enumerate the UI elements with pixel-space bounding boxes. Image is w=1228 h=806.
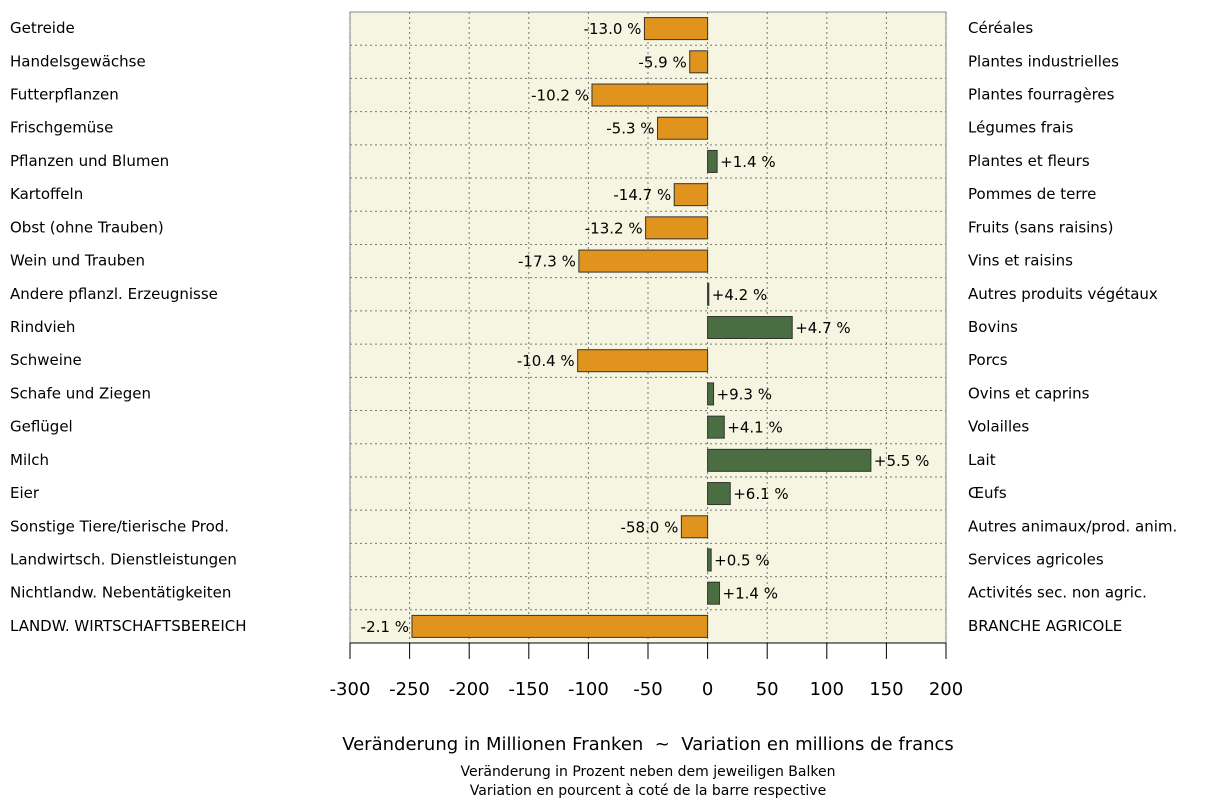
category-label: Schafe und Ziegen	[10, 384, 151, 402]
category-label: Eier	[10, 484, 40, 502]
category-label: LANDW. WIRTSCHAFTSBEREICH	[10, 617, 247, 635]
category-label: Futterpflanzen	[10, 86, 119, 104]
x-tick-label: -150	[508, 679, 549, 700]
x-tick-label: -250	[389, 679, 430, 700]
category-label-right: Autres animaux/prod. anim.	[968, 517, 1177, 535]
data-label: +4.2 %	[712, 286, 767, 304]
bar	[591, 83, 709, 107]
category-label: Getreide	[10, 19, 75, 37]
x-tick-label: -100	[568, 679, 609, 700]
category-label-right: Lait	[968, 451, 996, 469]
bar	[578, 249, 709, 273]
category-label-right: Activités sec. non agric.	[968, 584, 1147, 602]
category-label: Rindvieh	[10, 318, 75, 336]
category-label: Kartoffeln	[10, 185, 83, 203]
bar	[657, 116, 709, 140]
category-label-right: Porcs	[968, 351, 1008, 369]
category-label-right: Plantes et fleurs	[968, 152, 1090, 170]
category-label: Wein und Trauben	[10, 252, 145, 270]
bar	[707, 448, 872, 472]
bar	[707, 581, 721, 605]
note: Veränderung in Prozent neben dem jeweili…	[461, 764, 836, 780]
category-label-right: Légumes frais	[968, 119, 1074, 137]
x-tick-label: -300	[330, 679, 371, 700]
category-label-right: Autres produits végétaux	[968, 285, 1158, 303]
bar	[707, 548, 712, 572]
bar	[577, 349, 709, 373]
category-label-right: Œufs	[968, 484, 1007, 502]
category-label: Milch	[10, 451, 49, 469]
category-label: Sonstige Tiere/tierische Prod.	[10, 517, 229, 535]
bar	[707, 149, 718, 173]
category-label-right: Plantes fourragères	[968, 86, 1115, 104]
data-label: -17.3 %	[518, 253, 576, 271]
category-label: Andere pflanzl. Erzeugnisse	[10, 285, 218, 303]
bar	[689, 50, 709, 74]
x-axis-label: Veränderung in Millionen Franken ~ Varia…	[342, 734, 954, 755]
x-tick-label: 150	[869, 679, 903, 700]
category-label-right: Fruits (sans raisins)	[968, 218, 1113, 236]
data-label: -13.0 %	[584, 20, 642, 38]
category-label: Landwirtsch. Dienstleistungen	[10, 550, 237, 568]
data-label: -10.4 %	[517, 352, 575, 370]
category-label: Nichtlandw. Nebentätigkeiten	[10, 584, 231, 602]
data-label: +0.5 %	[714, 551, 769, 569]
category-label-right: Volailles	[968, 418, 1029, 436]
note: Variation en pourcent à coté de la barre…	[470, 783, 826, 799]
data-label: -2.1 %	[361, 618, 409, 636]
category-label-right: Ovins et caprins	[968, 384, 1090, 402]
bar	[707, 482, 731, 506]
x-tick-label: 200	[929, 679, 963, 700]
category-label: Frischgemüse	[10, 119, 113, 137]
data-label: +1.4 %	[723, 585, 778, 603]
bar	[643, 17, 709, 41]
category-label-right: Vins et raisins	[968, 252, 1073, 270]
x-tick-label: 0	[702, 679, 713, 700]
data-label: -58.0 %	[621, 518, 679, 536]
category-label: Geflügel	[10, 418, 73, 436]
bar	[645, 216, 709, 240]
category-label: Pflanzen und Blumen	[10, 152, 169, 170]
category-label-right: Céréales	[968, 19, 1033, 37]
category-label: Schweine	[10, 351, 82, 369]
category-label-right: Services agricoles	[968, 550, 1104, 568]
data-label: +5.5 %	[874, 452, 929, 470]
data-label: +9.3 %	[717, 385, 772, 403]
data-label: +1.4 %	[720, 153, 775, 171]
bar	[680, 515, 709, 539]
x-tick-label: 50	[756, 679, 779, 700]
bar	[707, 316, 793, 339]
category-label-right: Plantes industrielles	[968, 52, 1119, 70]
category-label: Handelsgewächse	[10, 52, 146, 70]
bar	[707, 415, 725, 439]
data-label: -5.3 %	[606, 120, 654, 138]
x-tick-label: -50	[633, 679, 662, 700]
data-label: -14.7 %	[613, 186, 671, 204]
data-label: +4.1 %	[727, 419, 782, 437]
data-label: -10.2 %	[531, 87, 589, 105]
bar	[707, 282, 710, 306]
data-label: -5.9 %	[638, 53, 686, 71]
bar	[673, 183, 709, 207]
category-label-right: Bovins	[968, 318, 1018, 336]
data-label: +6.1 %	[733, 485, 788, 503]
x-tick-label: 100	[810, 679, 844, 700]
category-label-right: Pommes de terre	[968, 185, 1096, 203]
bar	[707, 382, 715, 406]
data-label: +4.7 %	[795, 319, 850, 337]
bar	[411, 614, 709, 638]
x-tick-label: -200	[449, 679, 490, 700]
category-label: Obst (ohne Trauben)	[10, 218, 164, 236]
data-label: -13.2 %	[585, 219, 643, 237]
category-label-right: BRANCHE AGRICOLE	[968, 617, 1122, 635]
